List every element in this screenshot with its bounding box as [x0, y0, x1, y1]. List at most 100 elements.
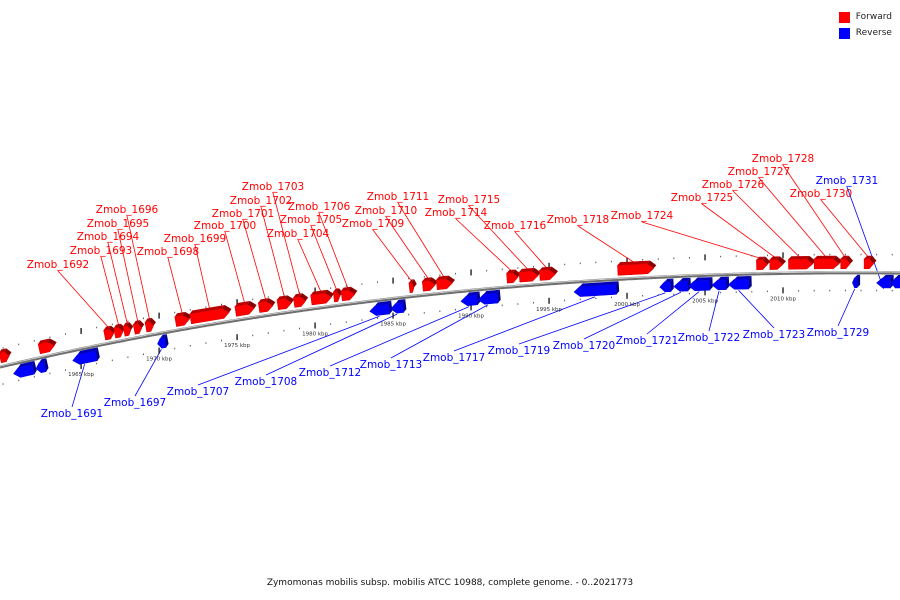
- gene-zmob-1731[interactable]: [876, 274, 894, 289]
- legend-label-reverse: Reverse: [855, 28, 892, 38]
- gene-zmob-1707[interactable]: [369, 300, 393, 317]
- gene-label[interactable]: Zmob_1721: [616, 335, 678, 347]
- gene-zmob-1709[interactable]: [408, 279, 418, 294]
- gene-label[interactable]: Zmob_1697: [104, 397, 166, 409]
- gene-label[interactable]: Zmob_1728: [752, 153, 814, 165]
- gene-label[interactable]: Zmob_1724: [611, 210, 674, 222]
- gene-side-face: [348, 286, 358, 295]
- gene-side-face: [476, 291, 481, 305]
- gene-zmob-1703[interactable]: [293, 292, 309, 308]
- gene-label[interactable]: Zmob_1722: [678, 332, 740, 344]
- gene-label[interactable]: Zmob_1727: [728, 166, 790, 178]
- gene-label[interactable]: Zmob_1711: [367, 191, 429, 203]
- gene-label[interactable]: Zmob_1692: [27, 259, 89, 271]
- gene-label[interactable]: Zmob_1696: [96, 204, 159, 216]
- gene-zmob-1722[interactable]: [711, 276, 730, 291]
- gene-label[interactable]: Zmob_1700: [194, 220, 256, 232]
- gene-label[interactable]: Zmob_1712: [299, 367, 361, 379]
- gene-unlabeled-2[interactable]: [12, 360, 38, 379]
- gene-zmob-1726[interactable]: [788, 255, 816, 270]
- gene-label[interactable]: Zmob_1708: [235, 376, 297, 388]
- gene-arrow: [174, 315, 190, 327]
- gene-label[interactable]: Zmob_1705: [280, 214, 342, 226]
- gene-side-face: [497, 289, 501, 303]
- gene-zmob-1728[interactable]: [840, 255, 854, 270]
- gene-zmob-1695[interactable]: [132, 319, 146, 335]
- gene-label[interactable]: Zmob_1709: [342, 218, 404, 230]
- gene-leader-line: [820, 199, 870, 259]
- gene-zmob-1719[interactable]: [659, 278, 674, 293]
- gene-label[interactable]: Zmob_1694: [77, 231, 140, 243]
- gene-zmob-1717[interactable]: [573, 281, 620, 297]
- gene-label[interactable]: Zmob_1729: [807, 327, 869, 339]
- gene-zmob-1708[interactable]: [390, 299, 407, 314]
- gene-zmob-1720[interactable]: [673, 277, 691, 292]
- gene-unlabeled-3[interactable]: [34, 358, 49, 373]
- gene-zmob-1699[interactable]: [189, 304, 233, 325]
- gene-label[interactable]: Zmob_1701: [212, 208, 274, 220]
- gene-zmob-1716[interactable]: [539, 266, 559, 281]
- gene-arrow: [659, 281, 672, 293]
- gene-arrow: [813, 258, 840, 270]
- gene-zmob-1723[interactable]: [728, 275, 752, 290]
- gene-zmob-1718[interactable]: [617, 260, 657, 276]
- gene-label[interactable]: Zmob_1703: [242, 181, 304, 193]
- gene-zmob-1697[interactable]: [156, 334, 169, 349]
- gene-zmob-1711[interactable]: [435, 275, 456, 291]
- gene-label[interactable]: Zmob_1720: [553, 340, 615, 352]
- gene-zmob-1714[interactable]: [506, 269, 521, 284]
- gene-zmob-1702[interactable]: [276, 294, 296, 311]
- gene-zmob-1715[interactable]: [518, 267, 542, 283]
- gene-label[interactable]: Zmob_1707: [167, 386, 229, 398]
- gene-zmob-1729[interactable]: [852, 274, 861, 289]
- gene-label[interactable]: Zmob_1716: [484, 220, 547, 232]
- gene-zmob-1721[interactable]: [688, 277, 713, 292]
- gene-arrow: [103, 328, 115, 341]
- gene-label[interactable]: Zmob_1713: [360, 359, 422, 371]
- gene-label[interactable]: Zmob_1699: [164, 233, 226, 245]
- gene-label[interactable]: Zmob_1698: [137, 246, 199, 258]
- gene-leader-line: [577, 225, 636, 264]
- gene-label[interactable]: Zmob_1723: [743, 329, 805, 341]
- gene-zmob-1730[interactable]: [863, 255, 877, 270]
- gene-label[interactable]: Zmob_1704: [267, 228, 330, 240]
- gene-label[interactable]: Zmob_1695: [87, 218, 149, 230]
- gene-zmob-1700[interactable]: [234, 300, 258, 317]
- gene-label[interactable]: Zmob_1717: [423, 352, 485, 364]
- gene-zmob-1691[interactable]: [71, 347, 100, 365]
- gene-zmob-1705[interactable]: [332, 288, 344, 303]
- gene-label[interactable]: Zmob_1730: [790, 188, 852, 200]
- gene-label[interactable]: Zmob_1731: [816, 175, 878, 187]
- gene-label[interactable]: Zmob_1719: [488, 345, 550, 357]
- gene-label[interactable]: Zmob_1718: [547, 214, 609, 226]
- gene-unlabeled-0[interactable]: [0, 347, 13, 364]
- gene-arrow: [408, 282, 415, 294]
- gene-top-face: [840, 255, 849, 259]
- gene-zmob-1727[interactable]: [813, 255, 843, 270]
- gene-zmob-1725[interactable]: [769, 256, 786, 270]
- gene-zmob-1701[interactable]: [257, 297, 277, 313]
- gene-label[interactable]: Zmob_1725: [671, 192, 733, 204]
- gene-zmob-1694[interactable]: [122, 322, 135, 337]
- gene-zmob-1706[interactable]: [340, 286, 359, 302]
- gene-label[interactable]: Zmob_1706: [288, 201, 351, 213]
- gene-zmob-1698[interactable]: [174, 311, 193, 327]
- gene-zmob-1696[interactable]: [144, 317, 157, 333]
- gene-zmob-1713[interactable]: [477, 289, 501, 305]
- gene-label[interactable]: Zmob_1710: [355, 205, 417, 217]
- gene-unlabeled-1[interactable]: [37, 337, 58, 355]
- gene-zmob-1704[interactable]: [310, 289, 335, 306]
- gene-zmob-1710[interactable]: [421, 277, 439, 292]
- tick-label: 1970 kbp: [146, 357, 172, 363]
- gene-label[interactable]: Zmob_1691: [41, 408, 103, 420]
- gene-zmob-1724[interactable]: [756, 256, 771, 271]
- legend: Forward Reverse: [838, 9, 892, 41]
- gene-zmob-1712[interactable]: [460, 291, 481, 307]
- gene-arrow: [13, 364, 35, 378]
- gene-label[interactable]: Zmob_1693: [70, 245, 132, 257]
- gene-label[interactable]: Zmob_1714: [425, 207, 488, 219]
- gene-label[interactable]: Zmob_1715: [438, 194, 500, 206]
- gene-label[interactable]: Zmob_1726: [702, 179, 765, 191]
- gene-top-face: [310, 289, 328, 296]
- gene-label[interactable]: Zmob_1702: [230, 195, 292, 207]
